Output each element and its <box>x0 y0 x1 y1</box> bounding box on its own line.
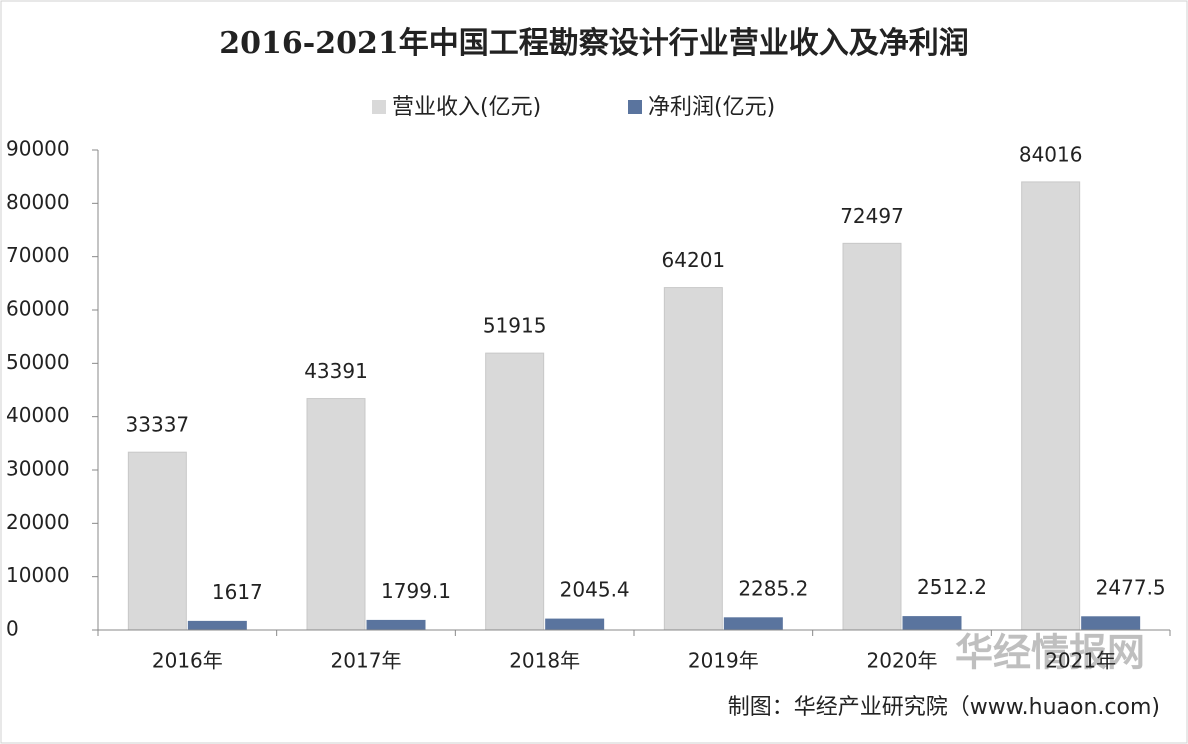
x-tick-label: 2019年 <box>688 649 759 673</box>
value-label: 1799.1 <box>381 579 451 603</box>
y-tick-label: 10000 <box>6 563 70 587</box>
bar <box>842 242 902 631</box>
watermark: 华经情报网 <box>955 631 1145 675</box>
y-tick-label: 80000 <box>6 190 70 214</box>
y-tick-label: 90000 <box>6 137 70 161</box>
bar <box>127 451 187 631</box>
y-tick-label: 40000 <box>6 403 70 427</box>
y-tick-label: 70000 <box>6 243 70 267</box>
x-tick-label: 2017年 <box>331 649 402 673</box>
value-label: 2285.2 <box>738 576 808 600</box>
x-tick-label: 2020年 <box>867 649 938 673</box>
value-label: 1617 <box>212 580 263 604</box>
value-label: 72497 <box>840 204 904 228</box>
value-label: 43391 <box>304 359 368 383</box>
legend-swatch <box>628 100 642 114</box>
value-label: 2477.5 <box>1096 575 1166 599</box>
bar <box>485 352 545 631</box>
bar <box>545 618 605 631</box>
legend-label: 净利润(亿元) <box>648 95 775 120</box>
bar <box>902 616 962 631</box>
y-tick-label: 20000 <box>6 510 70 534</box>
y-tick-label: 30000 <box>6 457 70 481</box>
value-label: 51915 <box>483 314 547 338</box>
bar <box>723 617 783 631</box>
value-label: 2045.4 <box>560 578 630 602</box>
bar <box>663 287 723 631</box>
value-label: 84016 <box>1019 142 1083 166</box>
y-tick-label: 50000 <box>6 350 70 374</box>
bar <box>187 620 247 631</box>
legend-swatch <box>372 100 386 114</box>
bar <box>306 398 366 631</box>
bar <box>1021 181 1081 631</box>
x-tick-label: 2021年 <box>1045 649 1116 673</box>
value-label: 64201 <box>662 248 726 272</box>
value-label: 2512.2 <box>917 575 987 599</box>
x-tick-label: 2018年 <box>509 649 580 673</box>
x-tick-label: 2016年 <box>152 649 223 673</box>
chart-title: 2016-2021年中国工程勘察设计行业营业收入及净利润 <box>219 26 968 61</box>
y-tick-label: 60000 <box>6 297 70 321</box>
legend-label: 营业收入(亿元) <box>392 95 541 120</box>
value-label: 33337 <box>126 413 190 437</box>
bar <box>1081 616 1141 631</box>
y-tick-label: 0 <box>6 617 19 641</box>
bar <box>366 619 426 631</box>
source: 制图：华经产业研究院（www.huaon.com) <box>728 695 1160 720</box>
